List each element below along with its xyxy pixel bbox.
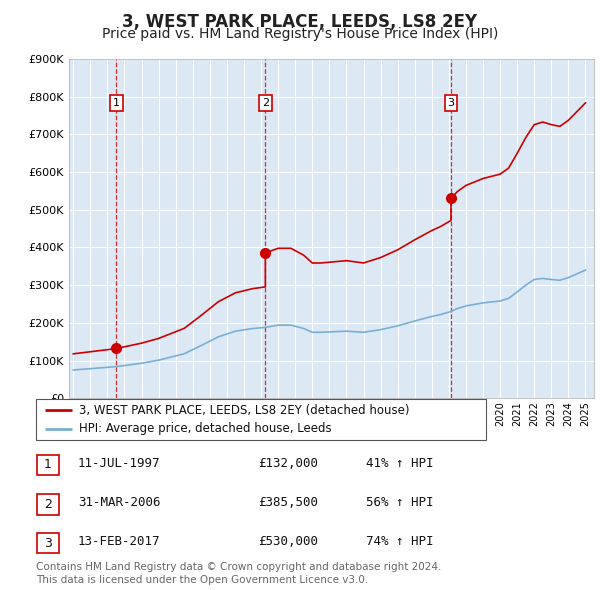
Text: 41% ↑ HPI: 41% ↑ HPI — [366, 457, 434, 470]
Text: 13-FEB-2017: 13-FEB-2017 — [78, 535, 161, 548]
Text: £385,500: £385,500 — [258, 496, 318, 509]
Text: 2: 2 — [262, 98, 269, 108]
Text: 3: 3 — [44, 537, 52, 550]
Text: 3, WEST PARK PLACE, LEEDS, LS8 2EY (detached house): 3, WEST PARK PLACE, LEEDS, LS8 2EY (deta… — [79, 404, 409, 417]
Text: 1: 1 — [113, 98, 120, 108]
Text: 11-JUL-1997: 11-JUL-1997 — [78, 457, 161, 470]
Text: Price paid vs. HM Land Registry's House Price Index (HPI): Price paid vs. HM Land Registry's House … — [102, 27, 498, 41]
Text: 56% ↑ HPI: 56% ↑ HPI — [366, 496, 434, 509]
FancyBboxPatch shape — [37, 533, 59, 553]
FancyBboxPatch shape — [36, 399, 486, 440]
Text: 1: 1 — [44, 458, 52, 471]
Text: HPI: Average price, detached house, Leeds: HPI: Average price, detached house, Leed… — [79, 422, 331, 435]
Text: 31-MAR-2006: 31-MAR-2006 — [78, 496, 161, 509]
Text: 74% ↑ HPI: 74% ↑ HPI — [366, 535, 434, 548]
Text: 2: 2 — [44, 498, 52, 511]
Text: £132,000: £132,000 — [258, 457, 318, 470]
Text: 3: 3 — [448, 98, 454, 108]
Text: Contains HM Land Registry data © Crown copyright and database right 2024.
This d: Contains HM Land Registry data © Crown c… — [36, 562, 442, 585]
FancyBboxPatch shape — [37, 494, 59, 514]
Text: £530,000: £530,000 — [258, 535, 318, 548]
FancyBboxPatch shape — [37, 455, 59, 475]
Text: 3, WEST PARK PLACE, LEEDS, LS8 2EY: 3, WEST PARK PLACE, LEEDS, LS8 2EY — [122, 13, 478, 31]
